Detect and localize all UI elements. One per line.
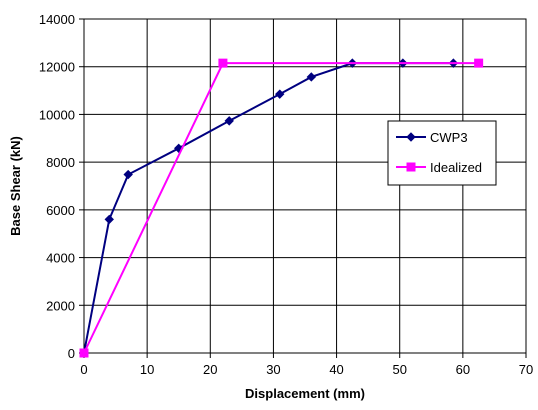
y-tick-label: 8000 (46, 155, 75, 170)
data-point-cwp3 (104, 214, 114, 225)
legend-box (387, 120, 497, 186)
series-group (79, 58, 484, 358)
y-tick-label: 14000 (39, 12, 75, 27)
y-tick-label: 12000 (39, 60, 75, 75)
data-point-idealized (79, 348, 89, 358)
y-tick-label: 10000 (39, 107, 75, 122)
x-tick-label: 20 (203, 362, 217, 377)
data-point-cwp3 (275, 89, 285, 99)
x-axis-title: Displacement (mm) (245, 386, 365, 401)
x-tick-label: 30 (266, 362, 280, 377)
legend-label-cwp3: CWP3 (430, 130, 468, 145)
data-point-cwp3 (306, 72, 317, 82)
x-tick-label: 60 (456, 362, 470, 377)
x-tick-label: 40 (329, 362, 343, 377)
axis-ticks: 0 10 20 30 40 50 60 70 0 2000 4000 6000 8000 10000 120… (39, 12, 533, 377)
y-tick-label: 4000 (46, 251, 75, 266)
plot-area-frame (83, 18, 527, 354)
data-point-idealized (218, 58, 228, 68)
x-tick-label: 10 (140, 362, 154, 377)
legend-marker-idealized (406, 162, 416, 172)
legend-marker-cwp3 (406, 132, 416, 142)
legend: CWP3 Idealized (387, 120, 497, 186)
data-point-cwp3 (174, 143, 184, 154)
data-point-cwp3 (224, 116, 234, 126)
x-tick-label: 70 (519, 362, 533, 377)
data-point-cwp3 (123, 169, 133, 180)
y-tick-label: 6000 (46, 203, 75, 218)
legend-label-idealized: Idealized (430, 160, 482, 175)
x-tick-label: 0 (80, 362, 87, 377)
y-axis-title: Base Shear (kN) (8, 136, 23, 236)
data-point-idealized (474, 58, 484, 68)
y-tick-label: 0 (68, 346, 75, 361)
series-idealized (79, 58, 484, 358)
x-tick-label: 50 (392, 362, 406, 377)
y-tick-label: 2000 (46, 298, 75, 313)
